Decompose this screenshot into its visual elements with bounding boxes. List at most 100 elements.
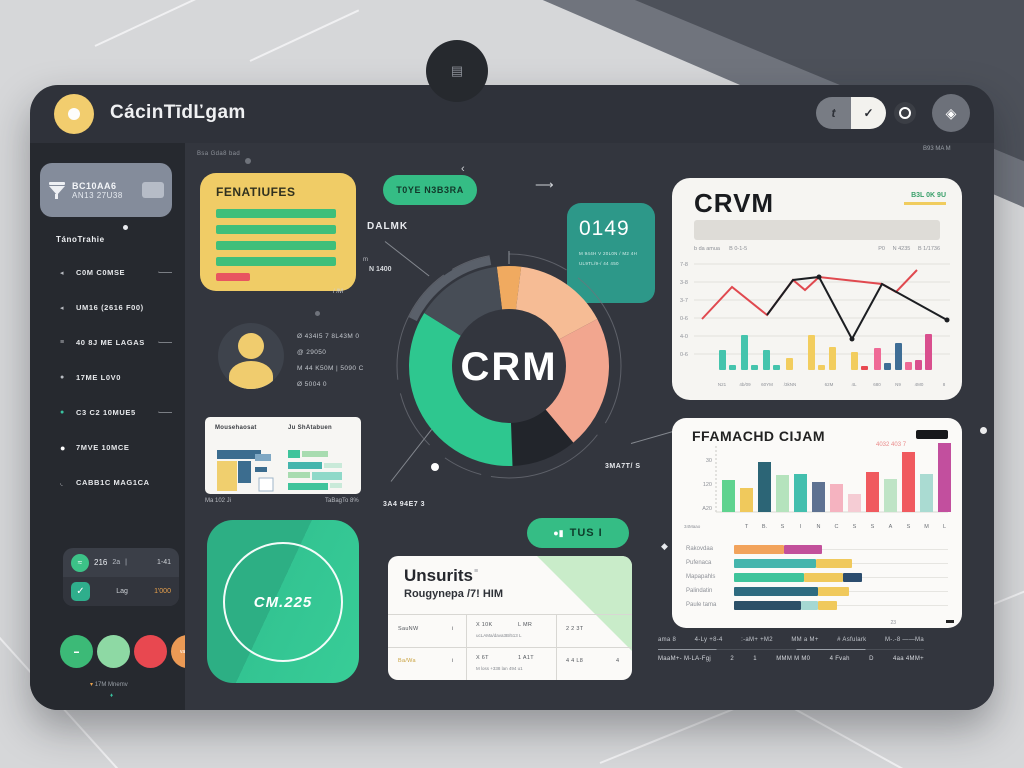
status-circle-1[interactable] — [97, 635, 130, 668]
main-panel: Bsa Gda8 bad B93 MA M ‹ ⟶ FENATIUFES / /… — [185, 143, 994, 710]
table-line — [388, 647, 632, 648]
sidebar-item-label: 40 8J ME LAGAS — [76, 338, 145, 347]
mini-left-title: Mousehaosat — [215, 425, 257, 431]
diamond-marker-icon: ◆ — [661, 541, 668, 551]
hbar-chart: Rakovdaa Pufenaca Mapapahls Palindatin Paule… — [686, 542, 948, 612]
sidebar-item-trail: ·—— — [157, 269, 172, 276]
sidebar-item-trail: ·—— — [157, 339, 172, 346]
green-tile[interactable]: CM.225 — [207, 520, 359, 683]
svg-text:M: M — [924, 524, 929, 530]
sidebar-profile-card[interactable]: BC10AA6 AN13 27U38 — [40, 163, 172, 217]
crvm-legend-left: b da amua B 0-1-5 — [694, 246, 748, 252]
teal-stat-card[interactable]: 0149 M 944H V 20L0N / M2 4H UL9TL/9-/ 44… — [567, 203, 655, 303]
table-subcell: ucLAMa/dava3B/513 L — [476, 633, 522, 638]
hbar-row: Palindatin — [686, 584, 948, 598]
feature-bar-red — [216, 273, 250, 281]
table-cell: 4 — [616, 658, 620, 664]
framacrd-badge[interactable] — [916, 430, 948, 439]
footer-divider — [658, 649, 924, 650]
svg-text:7-8: 7-8 — [680, 262, 688, 268]
sidebar-item-icon: ● — [60, 374, 65, 381]
footer-item: D — [869, 656, 874, 662]
avatar-head — [238, 333, 264, 359]
sidebar-section-label: TánoTrahie — [56, 235, 105, 244]
footer-item: 4aa 4MM+ — [893, 656, 924, 662]
n-value-label: N 1400 — [369, 266, 392, 273]
mini-right-title: Ju ShAtabuen — [288, 425, 332, 431]
table-cell: X 6T — [476, 655, 489, 661]
svg-text:4b/09: 4b/09 — [739, 382, 751, 387]
svg-text:S: S — [853, 524, 857, 530]
stats-green-icon: ≈ — [71, 553, 89, 572]
tus-pill-button[interactable]: ●▮ TUS I — [527, 518, 629, 548]
unsurits-card: Unsurits ≡ Rougynepa /7! HIM SauNW i X 1… — [388, 556, 632, 680]
sidebar-item-label: 17ME L0V0 — [76, 373, 122, 382]
right-note: B93 MA M — [923, 146, 951, 152]
svg-text:I: I — [800, 524, 802, 530]
mini-report-card[interactable]: Mousehaosat Ju ShAtabuen — [205, 417, 361, 499]
svg-text:S: S — [871, 524, 875, 530]
avatar[interactable] — [218, 323, 284, 389]
caret-icon: ▾ — [90, 682, 95, 688]
status-circle-2[interactable] — [134, 635, 167, 668]
status-circle-0[interactable]: ▬ — [60, 635, 93, 668]
sidebar-item-3[interactable]: ● 17ME L0V0 — [30, 360, 185, 395]
diamond-button[interactable]: ◈ — [932, 94, 970, 132]
status-circles: ▬va.a88 — [60, 635, 204, 668]
notch-circle: ▤ — [426, 40, 488, 102]
bg-line — [249, 9, 360, 62]
svg-text:8: 8 — [943, 382, 946, 387]
sidebar-item-6[interactable]: ◟ CABB1C MAG1CA — [30, 465, 185, 500]
crvm-toolbar[interactable] — [694, 220, 940, 240]
footer-item: ama 8 — [658, 637, 677, 643]
donut-svg: CRM — [396, 251, 622, 479]
features-card[interactable]: FENATIUFES — [200, 173, 356, 291]
svg-text:A20: A20 — [702, 506, 712, 512]
table-cell: 2 2 3T — [566, 626, 584, 632]
table-cell: X 10K — [476, 622, 493, 628]
topbar: CácinTīdĽgam t ✓ ◈ — [30, 85, 994, 144]
sidebar-footnote: ▾ 17M Mnemv — [90, 682, 128, 688]
ring-button[interactable] — [894, 102, 916, 124]
table-cell: Ba/Wa — [398, 658, 416, 664]
section-dot — [123, 225, 128, 230]
sidebar: BC10AA6 AN13 27U38 TánoTrahie ◂ C0M C0MSE… — [30, 143, 204, 710]
sidebar-item-0[interactable]: ◂ C0M C0MSE ·—— — [30, 255, 185, 290]
table-line — [388, 614, 632, 615]
sidebar-item-2[interactable]: ≡ 40 8J ME LAGAS ·—— — [30, 325, 185, 360]
toggle-left-option[interactable]: t — [816, 97, 851, 129]
sidebar-item-icon: ◂ — [60, 304, 64, 312]
footer-item: MaaM+- M-LA-Fgj — [658, 656, 712, 662]
profile-chip[interactable] — [142, 182, 164, 198]
view-toggle[interactable]: t ✓ — [816, 97, 886, 129]
unsurits-title-sup: ≡ — [474, 568, 479, 575]
toggle-right-option[interactable]: ✓ — [851, 97, 886, 129]
footer-item: # Asfulark — [837, 637, 867, 643]
sidebar-item-1[interactable]: ◂ UM16 (2616 F00) — [30, 290, 185, 325]
sidebar-item-trail: ·—— — [157, 409, 172, 416]
svg-text:3-7: 3-7 — [680, 298, 688, 304]
deco-dot — [315, 311, 320, 316]
diamond-icon: ◈ — [945, 104, 957, 121]
sidebar-item-4[interactable]: ● C3 C2 10MUE5 ·—— — [30, 395, 185, 430]
stats-sep: | — [125, 559, 127, 566]
tile-value: CM.225 — [253, 593, 313, 611]
sidebar-item-icon: ● — [60, 409, 65, 416]
sidebar-stats-card[interactable]: ≈ 216 2a | 1-41 ✓ Lag 1'000 — [63, 548, 179, 606]
feature-bar — [216, 241, 336, 250]
app-logo[interactable] — [54, 94, 94, 134]
svg-text:0-6: 0-6 — [680, 316, 688, 322]
sidebar-item-label: CABB1C MAG1CA — [76, 478, 150, 487]
table-cell: i — [452, 658, 454, 664]
line-chart: 7-8 3-8 3-7 0-6 4-0 0-6 N21 4b/09 60YM/3kNN 62M 4L… — [680, 262, 950, 387]
logo-dot-icon — [68, 108, 80, 120]
n-small-label: m — [363, 257, 368, 263]
badge-pill[interactable]: T0YE N3B3RA — [383, 175, 477, 205]
feature-bar — [216, 225, 336, 234]
unsurits-subtitle: Rougynepa /7! HIM — [404, 588, 504, 600]
features-title: FENATIUFES — [216, 185, 296, 199]
sidebar-item-5[interactable]: ● 7MVE 10MCE — [30, 430, 185, 465]
crvm-chart-card: CRVM B3L 0K 9U b da amua B 0-1-5 P0 N 42… — [672, 178, 962, 400]
bg-line — [94, 0, 232, 47]
